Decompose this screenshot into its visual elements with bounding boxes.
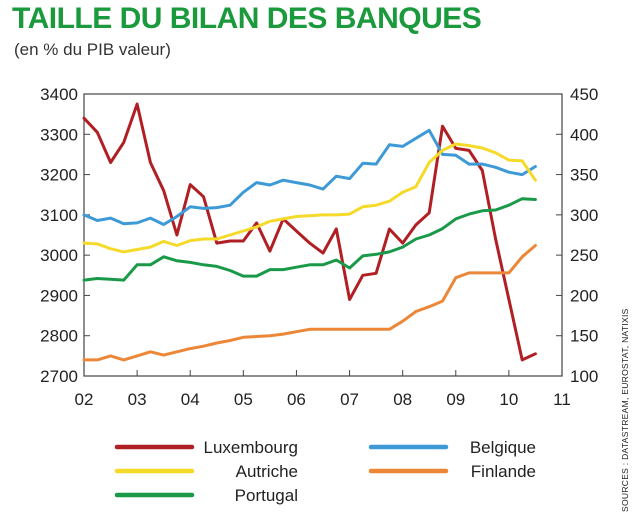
series-line-belgique — [82, 128, 537, 226]
x-tick-label: 04 — [181, 390, 200, 409]
series-lines — [82, 102, 537, 362]
left-y-tick-label: 3000 — [40, 246, 78, 265]
left-y-axis: 2700 2800 2900 3000 3100 3200 3300 3400 — [40, 85, 90, 386]
x-tick-label: 09 — [446, 390, 465, 409]
right-y-tick-label: 250 — [570, 246, 598, 265]
series-line-autriche — [82, 142, 537, 254]
left-y-tick-label: 3200 — [40, 166, 78, 185]
plot-frame — [83, 93, 563, 377]
sources-note: SOURCES : DATASTREAM, EUROSTAT, NATIXIS — [620, 308, 630, 512]
right-y-tick-label: 350 — [570, 166, 598, 185]
right-y-tick-label: 200 — [570, 286, 598, 305]
legend-label-luxembourg: Luxembourg — [203, 438, 298, 457]
right-y-axis: 100 150 200 250 300 350 400 450 — [556, 85, 598, 386]
x-tick-label: 08 — [393, 390, 412, 409]
x-tick-label: 02 — [75, 390, 94, 409]
x-tick-label: 10 — [499, 390, 518, 409]
series-line-finlande — [82, 244, 537, 362]
x-tick-label: 11 — [553, 390, 571, 409]
right-y-tick-label: 300 — [570, 206, 598, 225]
right-y-tick-label: 150 — [570, 327, 598, 346]
chart-subtitle: (en % du PIB valeur) — [14, 40, 171, 59]
chart-title: TAILLE DU BILAN DES BANQUES — [12, 2, 482, 35]
plot-border — [83, 93, 563, 377]
left-y-tick-label: 3400 — [40, 85, 78, 104]
series-line-portugal — [82, 197, 537, 282]
legend-label-finlande: Finlande — [471, 462, 536, 481]
left-y-tick-label: 2900 — [40, 286, 78, 305]
x-tick-label: 03 — [128, 390, 147, 409]
legend-label-autriche: Autriche — [236, 462, 298, 481]
legend-label-belgique: Belgique — [470, 438, 536, 457]
right-y-tick-label: 100 — [570, 367, 598, 386]
legend: Luxembourg Belgique Autriche Finlande Portug… — [114, 438, 536, 505]
right-y-tick-label: 400 — [570, 125, 598, 144]
right-y-tick-label: 450 — [570, 85, 598, 104]
left-y-tick-label: 2700 — [40, 367, 78, 386]
left-y-tick-label: 2800 — [40, 327, 78, 346]
left-y-tick-label: 3100 — [40, 206, 78, 225]
x-axis: 02 03 04 05 06 07 08 09 10 11 — [75, 370, 571, 409]
x-tick-label: 07 — [340, 390, 359, 409]
series-line-luxembourg — [82, 102, 537, 362]
legend-label-portugal: Portugal — [235, 486, 298, 505]
x-tick-label: 06 — [287, 390, 306, 409]
x-tick-label: 05 — [234, 390, 253, 409]
left-y-tick-label: 3300 — [40, 125, 78, 144]
